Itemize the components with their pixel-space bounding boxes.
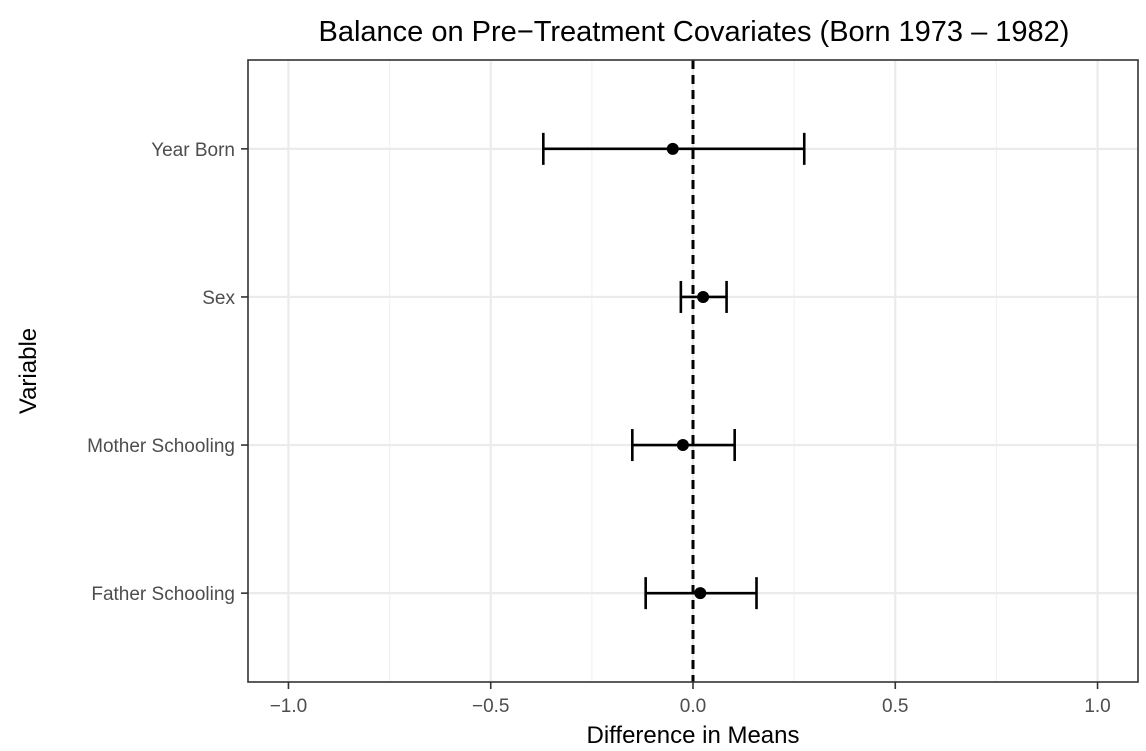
error-bar-1	[542, 132, 806, 165]
x-tick-label: 1.0	[1084, 696, 1110, 717]
axes: −1.0 −0.5 0.0 0.5 1.0 Year Born Sex Mother Scho…	[87, 59, 1139, 717]
error-bar-4	[644, 577, 758, 610]
data-marks	[542, 132, 806, 610]
estimate-point	[697, 290, 710, 303]
y-tick-label: Year Born	[151, 140, 235, 161]
y-tick-label: Sex	[202, 288, 235, 309]
y-tick-label: Mother Schooling	[87, 436, 235, 457]
error-bar-3	[631, 429, 736, 462]
estimate-point	[666, 142, 679, 155]
x-tick-label: −1.0	[270, 696, 308, 717]
x-tick-label: 0.5	[882, 696, 908, 717]
error-bar-2	[679, 280, 728, 313]
chart-title: Balance on Pre−Treatment Covariates (Bor…	[319, 16, 1070, 48]
y-tick-label: Father Schooling	[91, 584, 235, 605]
x-tick-label: −0.5	[472, 696, 510, 717]
y-axis-title: Variable	[15, 328, 42, 414]
x-tick-label: 0.0	[680, 696, 706, 717]
x-axis-title: Difference in Means	[587, 722, 800, 749]
estimate-point	[694, 587, 707, 600]
estimate-point	[676, 439, 689, 452]
